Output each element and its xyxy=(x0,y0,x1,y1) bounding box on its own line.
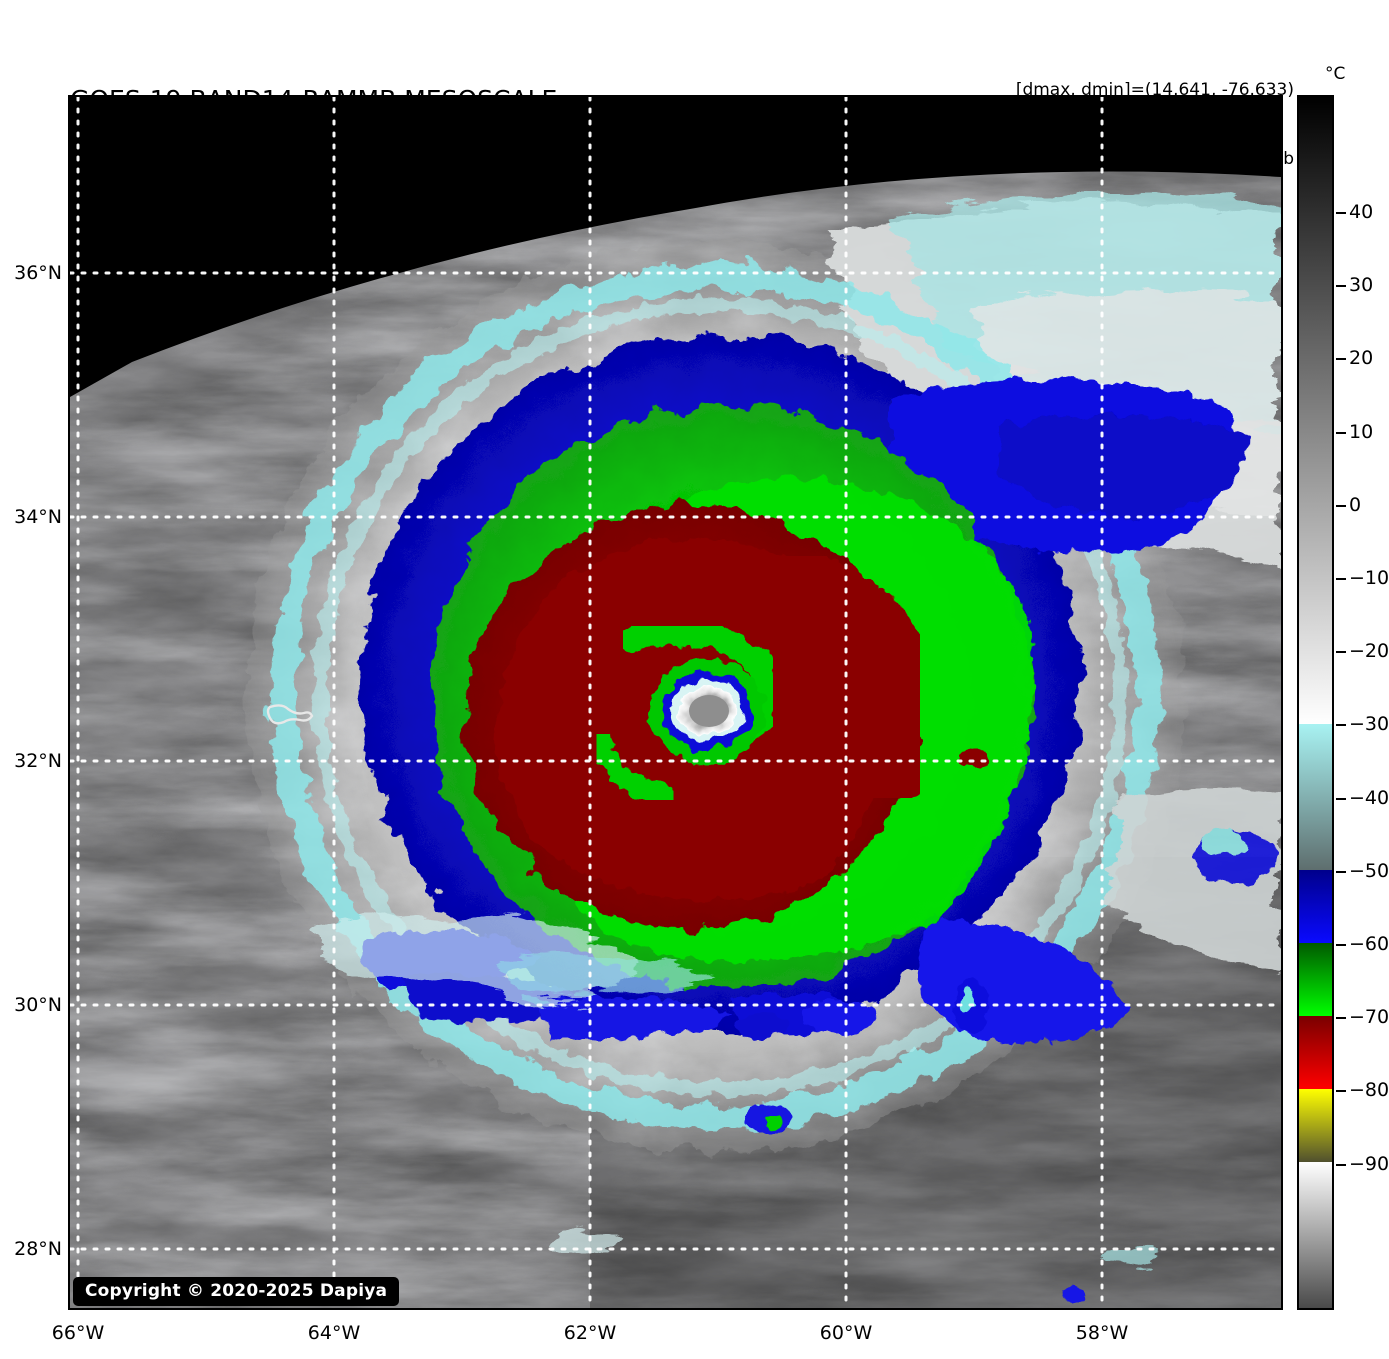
no-data-region xyxy=(70,97,1281,397)
colorbar-tick-label: −30 xyxy=(1349,713,1389,736)
copyright-watermark: Copyright © 2020-2025 Dapiya xyxy=(73,1277,400,1306)
colorbar-tick-label: −70 xyxy=(1349,1006,1389,1029)
colorbar-tickmark xyxy=(1336,358,1346,361)
lat-tick-32: 32°N xyxy=(14,750,62,772)
colorbar-tickmark xyxy=(1336,212,1346,215)
colorbar-tickmark xyxy=(1336,797,1346,800)
lon-tick-66: 66°W xyxy=(51,1322,105,1344)
colorbar-gradient xyxy=(1299,97,1332,1308)
colorbar-tick-label: −40 xyxy=(1349,786,1389,809)
colorbar-tick-label: −10 xyxy=(1349,567,1389,590)
lat-tick-34: 34°N xyxy=(14,506,62,528)
colorbar-tickmark xyxy=(1336,1163,1346,1166)
storm-eye xyxy=(649,659,765,763)
colorbar-tickmark xyxy=(1336,1017,1346,1020)
satellite-imagery-plot[interactable] xyxy=(68,95,1283,1310)
colorbar-tick-label: −80 xyxy=(1349,1079,1389,1102)
colorbar-tickmark xyxy=(1336,651,1346,654)
cyan-fringe-band xyxy=(270,264,1160,1130)
lat-tick-30: 30°N xyxy=(14,994,62,1016)
colorbar-unit-label: °C xyxy=(1325,64,1346,84)
dmax-dmin-label: [dmax, dmin]=(14.641, -76.633) xyxy=(1015,79,1294,100)
lon-tick-58: 58°W xyxy=(1075,1322,1129,1344)
lon-tick-62: 62°W xyxy=(563,1322,617,1344)
colorbar-tick-label: 0 xyxy=(1349,493,1362,516)
colorbar-tickmark xyxy=(1336,578,1346,581)
colorbar-tick-label: −90 xyxy=(1349,1152,1389,1175)
satellite-raster xyxy=(70,97,1281,1308)
colorbar-tick-label: −50 xyxy=(1349,859,1389,882)
colorbar-tick-label: 40 xyxy=(1349,201,1374,224)
lon-tick-64: 64°W xyxy=(307,1322,361,1344)
east-cloud-field xyxy=(1110,787,1281,977)
lat-tick-28: 28°N xyxy=(14,1238,62,1260)
colorbar-tickmark xyxy=(1336,1090,1346,1093)
colorbar-tick-label: −20 xyxy=(1349,640,1389,663)
colorbar-tickmark xyxy=(1336,944,1346,947)
colorbar-tick-label: −60 xyxy=(1349,933,1389,956)
colorbar-tick-label: 10 xyxy=(1349,420,1374,443)
colorbar-tickmark xyxy=(1336,870,1346,873)
colorbar-tickmark xyxy=(1336,724,1346,727)
colorbar-tick-label: 20 xyxy=(1349,347,1374,370)
colorbar-tickmark xyxy=(1336,431,1346,434)
lat-tick-36: 36°N xyxy=(14,262,62,284)
colorbar-tick-label: 30 xyxy=(1349,274,1374,297)
lon-tick-60: 60°W xyxy=(819,1322,873,1344)
island-outline xyxy=(266,704,314,725)
map-gridlines xyxy=(70,97,1281,1308)
colorbar-tickmark xyxy=(1336,285,1346,288)
temperature-colorbar[interactable] xyxy=(1297,95,1334,1310)
colorbar-tickmark xyxy=(1336,504,1346,507)
